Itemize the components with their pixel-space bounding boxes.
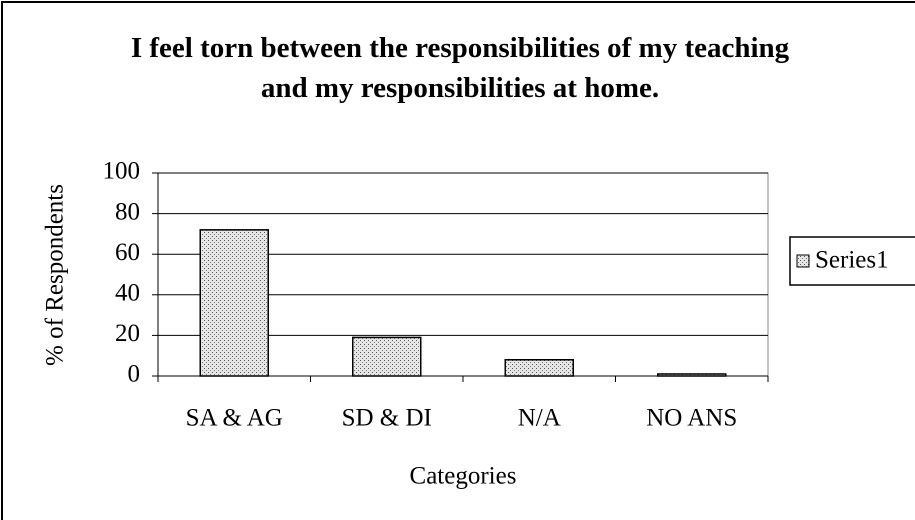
bar	[352, 336, 422, 377]
y-tick-label: 80	[115, 198, 140, 225]
chart-title: I feel torn between the responsibilities…	[130, 32, 790, 104]
x-tick-label: NO ANS	[646, 405, 737, 432]
y-axis-label: % of Respondents	[42, 184, 69, 366]
legend-label: Series1	[815, 247, 889, 274]
y-tick-label: 100	[103, 158, 141, 185]
y-tick-label: 20	[115, 320, 140, 347]
y-tick-label: 0	[128, 361, 141, 388]
legend-box	[789, 236, 915, 286]
x-tick-label: SD & DI	[342, 405, 432, 432]
x-tick-label: SA & AG	[186, 405, 283, 432]
bar	[657, 373, 727, 377]
x-tick-label: N/A	[518, 405, 561, 432]
bar	[199, 229, 269, 377]
y-tick-label: 40	[115, 280, 140, 307]
bar	[504, 359, 574, 377]
legend-swatch	[796, 254, 810, 268]
x-axis-label: Categories	[410, 463, 517, 490]
y-tick-label: 60	[115, 239, 140, 266]
